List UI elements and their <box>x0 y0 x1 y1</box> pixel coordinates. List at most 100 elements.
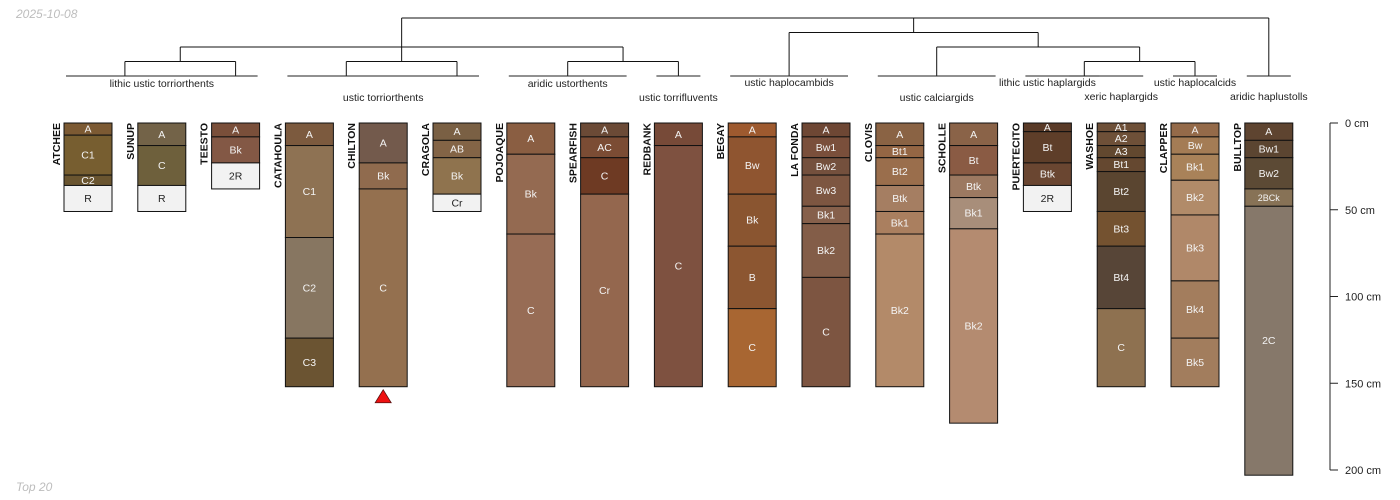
horizon-rect <box>1170 179 1220 216</box>
horizon-label: Bt3 <box>1113 223 1129 235</box>
horizon-label: C1 <box>81 150 95 162</box>
profile-name: CLOVIS <box>863 123 875 162</box>
horizon-rect <box>1244 157 1294 190</box>
horizon-label: A <box>970 129 977 141</box>
horizon-label: C2 <box>81 175 95 187</box>
horizon-label: A <box>1191 124 1198 136</box>
depth-tick-label: 150 cm <box>1345 378 1381 390</box>
horizon-rect <box>358 188 408 388</box>
horizon-label: C <box>748 342 756 354</box>
group-label: ustic haplocambids <box>744 77 833 89</box>
horizon-rect <box>1244 205 1294 476</box>
horizon-rect <box>211 136 261 164</box>
horizon-rect <box>580 193 630 388</box>
horizon-label: C1 <box>303 186 317 198</box>
horizon-rect <box>875 184 925 212</box>
horizon-label: Btk <box>966 181 982 193</box>
footer-label: Top 20 <box>16 480 53 494</box>
horizon-rect <box>653 145 703 388</box>
horizon-label: A2 <box>1115 133 1128 145</box>
profile-name: CHILTON <box>346 123 358 169</box>
horizon-rect <box>1170 280 1220 339</box>
horizon-rect <box>1170 153 1220 181</box>
horizon-rect <box>875 233 925 388</box>
profile-name: ATCHEE <box>51 123 63 165</box>
profile-name: CATAHOULA <box>272 123 284 188</box>
horizon-label: Bw <box>745 160 760 172</box>
horizon-label: A <box>306 129 313 141</box>
horizon-rect <box>1096 171 1146 212</box>
horizon-label: Cr <box>599 285 611 297</box>
horizon-rect <box>284 337 334 388</box>
horizon-rect <box>1096 308 1146 388</box>
horizon-label: A <box>232 124 239 136</box>
horizon-label: Bt1 <box>892 146 908 158</box>
horizon-rect <box>1096 245 1146 310</box>
horizon-label: Cr <box>451 197 463 209</box>
profile-name: PUERTECITO <box>1010 123 1022 190</box>
horizon-label: A <box>822 124 829 136</box>
profile-name: TEESTO <box>199 123 211 165</box>
horizon-label: A <box>675 129 682 141</box>
group-label: ustic calciargids <box>900 92 974 104</box>
horizon-label: Bk3 <box>1186 242 1204 254</box>
horizon-label: Bw1 <box>1259 144 1280 156</box>
profile-name: REDBANK <box>641 123 653 176</box>
horizon-label: Bk <box>746 215 759 227</box>
horizon-rect <box>949 145 999 176</box>
horizon-rect <box>506 153 556 235</box>
horizon-label: A1 <box>1115 122 1128 134</box>
profile-name: CLAPPER <box>1158 123 1170 174</box>
group-label: xeric haplargids <box>1084 91 1158 103</box>
horizon-label: Bt <box>1042 142 1052 154</box>
horizon-label: Bt1 <box>1113 159 1129 171</box>
horizon-rect <box>63 184 113 212</box>
horizon-label: C2 <box>303 282 317 294</box>
horizon-label: 2R <box>1041 193 1055 205</box>
profile-name: SPEARFISH <box>568 123 580 183</box>
horizon-label: Bk <box>451 170 464 182</box>
horizon-label: A <box>1265 126 1272 138</box>
horizon-rect <box>1170 337 1220 388</box>
horizon-label: Btk <box>892 193 908 205</box>
profile-name: WASHOE <box>1084 123 1096 170</box>
horizon-label: Btk <box>1040 169 1056 181</box>
horizon-label: Bk1 <box>965 208 983 220</box>
horizon-rect <box>1022 131 1072 164</box>
profile-name: BULLTOP <box>1232 123 1244 172</box>
horizon-rect <box>1096 210 1146 247</box>
profile-name: SUNUP <box>125 123 137 160</box>
horizon-rect <box>1170 214 1220 282</box>
horizon-rect <box>801 276 851 388</box>
horizon-label: Bk5 <box>1186 357 1204 369</box>
horizon-label: Bt <box>969 155 979 167</box>
horizon-label: R <box>158 193 166 205</box>
horizon-rect <box>137 145 187 186</box>
horizon-rect <box>949 228 999 424</box>
horizon-label: Bt2 <box>892 166 908 178</box>
horizon-label: R <box>84 193 92 205</box>
horizon-label: Bk1 <box>1186 162 1204 174</box>
horizon-label: Bw2 <box>816 161 837 173</box>
depth-tick-label: 50 cm <box>1345 205 1375 217</box>
group-label: aridic haplustolls <box>1230 91 1308 103</box>
horizon-label: Bk2 <box>1186 192 1204 204</box>
group-label: ustic haplocalcids <box>1154 77 1236 89</box>
horizon-label: AC <box>597 142 612 154</box>
horizon-label: C <box>1117 342 1125 354</box>
depth-tick-label: 200 cm <box>1345 465 1381 477</box>
horizon-label: A <box>380 137 387 149</box>
horizon-rect <box>506 233 556 388</box>
horizon-label: Bk <box>525 189 538 201</box>
horizon-rect <box>1022 184 1072 212</box>
horizon-rect <box>801 174 851 207</box>
horizon-label: Bk1 <box>817 209 835 221</box>
horizon-label: 2R <box>229 170 243 182</box>
horizon-label: C3 <box>303 357 317 369</box>
horizon-label: 2C <box>1262 335 1276 347</box>
horizon-rect <box>727 136 777 195</box>
horizon-rect <box>358 162 408 190</box>
horizon-rect <box>284 145 334 239</box>
horizon-label: A <box>453 126 460 138</box>
